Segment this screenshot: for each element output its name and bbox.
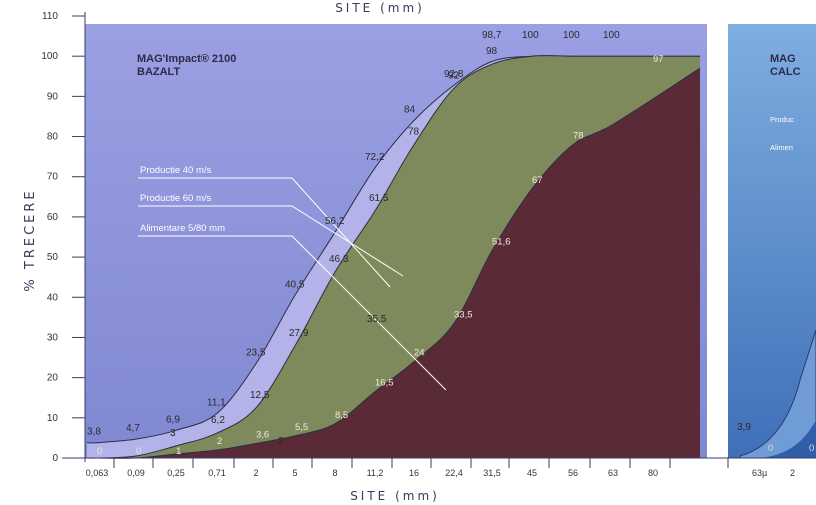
- data-label-s3: 16,5: [375, 378, 394, 389]
- data-label-s3: 0: [97, 446, 102, 457]
- panel2-legend-2: Alimen: [770, 143, 793, 152]
- y-tick-label: 60: [47, 212, 59, 223]
- panel2-curve: [739, 329, 816, 459]
- x-tick-label: 22,4: [445, 468, 463, 478]
- series-line-2: [86, 55, 700, 459]
- chart-subtitle: BAZALT: [137, 66, 180, 78]
- leader-line-alim: [138, 235, 447, 391]
- data-label-s3: 0: [136, 446, 141, 457]
- data-label-s1: 56,2: [325, 216, 345, 227]
- panel2-label-3-9: 3,9: [737, 422, 751, 433]
- data-label-s1: 3,8: [87, 427, 101, 438]
- data-label-s2: 98: [486, 46, 498, 57]
- y-tick-label: 90: [47, 91, 59, 102]
- data-label-s1: 40,5: [285, 279, 305, 290]
- extra-label-35-5: 35,5: [367, 314, 387, 325]
- y-tick-label: 20: [47, 373, 59, 384]
- data-label-s2: 12,5: [250, 390, 270, 401]
- y-tick-label: 0: [52, 453, 58, 464]
- x-tick-label: 5: [292, 468, 297, 478]
- legend-productie-60: Productie 60 m/s: [140, 193, 212, 204]
- panel2-subtitle: CALC: [770, 66, 801, 78]
- data-label-s2: 27,9: [289, 328, 309, 339]
- x-tick-label: 0,25: [167, 468, 185, 478]
- data-label-s3: 24: [414, 348, 425, 359]
- extra-label-2: 2: [278, 436, 284, 447]
- data-label-s3: 51,6: [492, 237, 511, 248]
- y-tick-label: 10: [47, 413, 59, 424]
- x-tick-label: 2: [253, 468, 258, 478]
- x-axis-title-top: SITE (mm): [335, 1, 425, 15]
- data-label-s3: 5,5: [295, 422, 308, 433]
- x-tick-label: 31,5: [483, 468, 501, 478]
- panel2-curve-lower: [760, 420, 816, 458]
- data-label-s2: 61,5: [369, 193, 389, 204]
- y-tick-label: 80: [47, 132, 59, 143]
- x-tick-label: 63: [608, 468, 618, 478]
- data-label-s1: 6,9: [166, 414, 180, 425]
- x-tick-label: 16: [409, 468, 419, 478]
- data-label-s1: 84: [404, 104, 416, 115]
- panel2-xtick-1: 63µ: [752, 468, 767, 478]
- data-label-s1: 72,2: [365, 152, 385, 163]
- x-tick-label: 11,2: [367, 468, 384, 478]
- data-label-s1: 11,1: [207, 397, 226, 408]
- panel2-label-0b: 0: [809, 443, 814, 454]
- legend-productie-40: Productie 40 m/s: [140, 165, 212, 176]
- data-label-s3: 67: [532, 175, 543, 186]
- x-tick-label: 8: [332, 468, 337, 478]
- data-label-s1: 100: [603, 30, 620, 41]
- x-axis-title-bottom: SITE (mm): [350, 489, 440, 503]
- x-tick-label: 0,09: [127, 468, 145, 478]
- leader-line-40: [138, 177, 391, 288]
- data-label-s2: 92: [448, 70, 460, 81]
- series-line-3: [86, 67, 701, 459]
- panel2-title: MAG: [770, 53, 796, 65]
- data-label-s3: 1: [176, 446, 181, 457]
- y-tick-label: 70: [47, 172, 59, 183]
- data-label-s2: 46,3: [329, 254, 349, 265]
- panel2-legend-1: Produc: [770, 115, 794, 124]
- data-label-s1: 100: [522, 30, 539, 41]
- data-label-s2: 3: [170, 428, 176, 439]
- data-labels-layer: 3,8 4,7 6,9 11,1 23,5 40,5 56,2 72,2 84 92,8 98,7 1…: [87, 30, 664, 457]
- data-label-s3: 97: [653, 54, 664, 65]
- data-label-s3: 78: [573, 131, 584, 142]
- x-tick-label: 80: [648, 468, 658, 478]
- y-axis-title: % TRECERE: [23, 188, 38, 291]
- y-tick-label: 40: [47, 292, 59, 303]
- data-label-s1: 23,5: [246, 348, 266, 359]
- data-label-s3: 8,5: [335, 410, 348, 421]
- x-tick-label: 0,063: [86, 468, 109, 478]
- y-tick-label: 110: [42, 11, 58, 22]
- y-tick-label: 50: [47, 252, 59, 263]
- chart-title: MAG'Impact® 2100: [137, 53, 236, 65]
- data-label-s2: 78: [408, 127, 420, 138]
- x-tick-label: 45: [527, 468, 537, 478]
- leader-line-60: [138, 205, 404, 277]
- y-tick-label: 100: [41, 51, 58, 62]
- data-label-s3: 2: [217, 436, 222, 447]
- data-label-s2: 6,2: [211, 415, 225, 426]
- data-label-s1: 92,8: [444, 69, 464, 80]
- data-label-s1: 4,7: [126, 423, 140, 434]
- data-label-s3: 33,5: [454, 309, 473, 320]
- x-tick-label: 56: [568, 468, 578, 478]
- panel2-xtick-2: 2: [790, 468, 795, 478]
- data-label-s3: 3,6: [256, 430, 269, 441]
- panel2-label-0a: 0: [768, 443, 773, 454]
- series-layer: [86, 55, 701, 459]
- y-tick-label: 30: [47, 332, 59, 343]
- legend-leaders: [138, 177, 447, 391]
- legend-alimentare: Alimentare 5/80 mm: [140, 223, 225, 234]
- series-area-3: [87, 68, 700, 459]
- x-tick-label: 0,71: [208, 468, 226, 478]
- data-label-s1: 100: [563, 30, 580, 41]
- data-label-s1: 98,7: [482, 30, 502, 41]
